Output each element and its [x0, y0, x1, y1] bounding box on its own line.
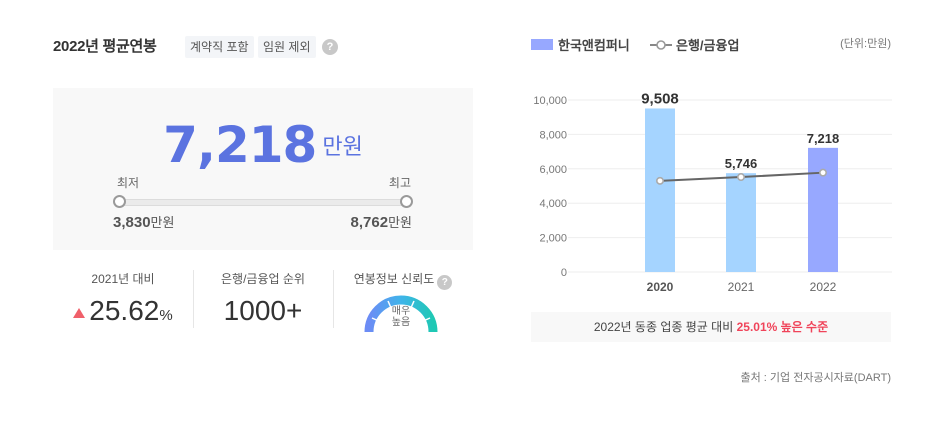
min-salary-value: 3,830 [113, 214, 151, 231]
reliability-gauge-label: 매우 높음 [391, 306, 411, 328]
y-tick-label: 2,000 [539, 233, 567, 245]
legend-bar-swatch [531, 39, 553, 50]
legend-line-marker-icon [650, 40, 672, 50]
industry-comparison: 2022년 동종 업종 평균 대비 25.01% 높은 수준 [531, 312, 891, 342]
percent-sign: % [159, 307, 173, 324]
trend-up-icon [73, 308, 86, 318]
legend-company: 한국앤컴퍼니 [558, 38, 630, 53]
line-point-2022[interactable] [818, 168, 827, 177]
page-title: 2022년 평균연봉 [53, 38, 157, 55]
help-icon[interactable]: ? [322, 39, 338, 55]
average-salary: 7,218 만원 [53, 116, 473, 174]
salary-chart: 0 2,000 4,000 6,000 8,000 10,000 9,508 2020 5,74… [533, 90, 892, 294]
y-tick-label: 10,000 [533, 95, 567, 107]
range-min-marker [113, 195, 126, 208]
data-source: 출처 : 기업 전자공시자료(DART) [740, 372, 892, 384]
divider [333, 270, 334, 328]
bar-value-label: 9,508 [641, 90, 679, 107]
min-salary: 3,830만원 [113, 212, 174, 231]
average-salary-unit: 만원 [322, 134, 363, 159]
bar-2021[interactable] [726, 173, 756, 272]
x-tick-label: 2022 [810, 280, 837, 294]
legend-industry: 은행/금융업 [676, 38, 740, 53]
bar-value-label: 5,746 [725, 156, 758, 171]
line-point-2020[interactable] [656, 176, 665, 185]
y-tick-label: 4,000 [539, 198, 567, 210]
x-tick-label: 2021 [728, 280, 755, 294]
reliability-gauge-icon [364, 295, 438, 332]
min-salary-unit: 만원 [150, 215, 175, 230]
max-salary-value: 8,762 [350, 214, 389, 231]
bar-2022[interactable] [808, 147, 838, 272]
max-label: 최고 [388, 176, 411, 190]
tag-contract-included: 계약직 포함 [185, 36, 254, 58]
tag-executives-excluded: 임원 제외 [258, 36, 316, 58]
stat-value: 25.62 [89, 295, 160, 326]
comparison-text: 2022년 동종 업종 평균 대비 [593, 320, 737, 334]
help-icon[interactable]: ? [437, 275, 453, 290]
stat-yoy-change: 2021년 대비 25.62% [53, 270, 193, 327]
bar-value-label: 7,218 [807, 131, 840, 146]
average-salary-value: 7,218 [163, 116, 317, 174]
stat-label: 2021년 대비 [91, 272, 155, 286]
salary-summary-box: 7,218 만원 최저 최고 3,830만원 8,762만원 [53, 88, 473, 250]
salary-range-track [119, 199, 407, 206]
comparison-highlight: 25.01% 높은 수준 [736, 320, 829, 334]
stat-label: 은행/금융업 순위 [221, 272, 305, 286]
y-tick-label: 8,000 [539, 129, 567, 141]
bar-2020[interactable] [645, 108, 675, 272]
range-max-marker [400, 195, 413, 208]
min-label: 최저 [117, 176, 140, 190]
stat-value: 1000+ [223, 295, 303, 326]
stat-reliability: 연봉정보 신뢰도? [333, 270, 473, 290]
max-salary: 8,762만원 [351, 212, 412, 231]
unit-note: (단위:만원) [840, 38, 891, 50]
line-point-2021[interactable] [737, 173, 746, 182]
y-tick-label: 0 [561, 267, 567, 279]
divider [193, 270, 194, 328]
y-tick-label: 6,000 [539, 164, 567, 176]
x-tick-label: 2020 [647, 280, 674, 294]
stat-industry-rank: 은행/금융업 순위 1000+ [193, 270, 333, 327]
max-salary-unit: 만원 [388, 215, 412, 230]
stat-label: 연봉정보 신뢰도 [353, 272, 435, 286]
